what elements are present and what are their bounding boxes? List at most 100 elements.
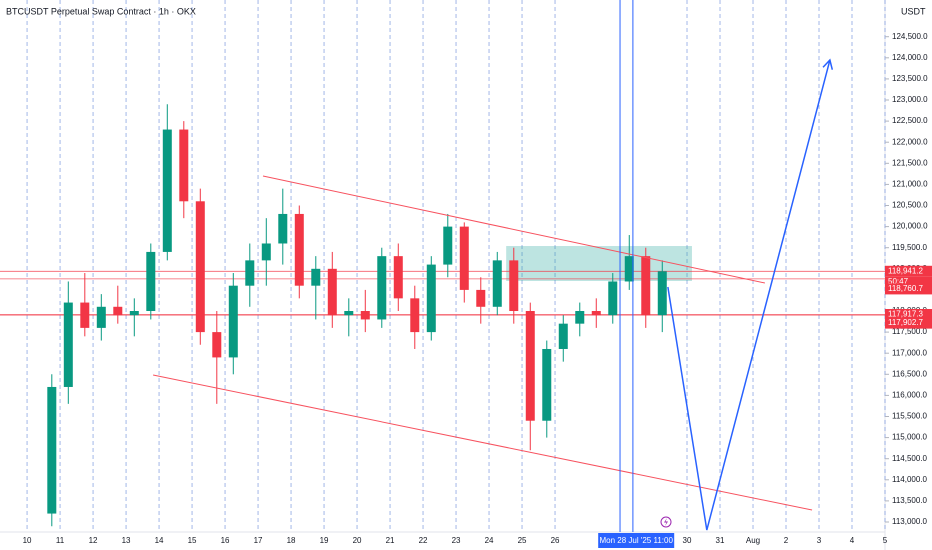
price-marker-box — [885, 283, 932, 295]
currency: USDT — [901, 6, 926, 16]
candle-body — [624, 256, 634, 282]
crosshair-label: Mon 28 Jul '25 11:00 — [599, 536, 673, 545]
candle-body — [261, 243, 271, 261]
candle-body — [179, 129, 189, 202]
y-tick-label: 116,500.0 — [892, 369, 928, 378]
candle-body — [162, 129, 172, 252]
x-tick-label: 24 — [485, 536, 494, 545]
y-tick-label: 124,500.0 — [892, 32, 928, 41]
candle-body — [278, 213, 288, 244]
price-marker-box — [885, 265, 932, 277]
candle-body — [509, 260, 519, 312]
crosshair-box — [598, 533, 675, 548]
channel-lower — [153, 374, 813, 511]
y-tick-label: 114,000.0 — [892, 475, 928, 484]
x-tick-label: 14 — [155, 536, 164, 545]
candle-body — [195, 201, 205, 333]
candle-body — [47, 386, 57, 514]
candle-body — [591, 311, 601, 316]
candle-body — [245, 260, 255, 286]
candle-body — [146, 251, 156, 312]
y-tick-label: 123,500.0 — [892, 74, 928, 83]
y-tick-label: 116,000.0 — [892, 391, 928, 400]
candle-body — [393, 256, 403, 299]
candle-body — [657, 271, 667, 316]
chart-title: BTCUSDT Perpetual Swap Contract · 1h · O… — [6, 6, 196, 16]
price-marker-box — [885, 317, 932, 329]
candle-body — [459, 226, 469, 290]
price-marker-box — [885, 308, 932, 320]
y-tick-label: 117,000.0 — [892, 348, 928, 357]
projection — [667, 59, 831, 531]
x-tick-label: 26 — [551, 536, 560, 545]
candle-body — [96, 306, 106, 328]
x-tick-label: 30 — [683, 536, 692, 545]
x-tick-label: 13 — [122, 536, 131, 545]
candle-body — [476, 289, 486, 307]
event-icon-bolt — [664, 518, 668, 526]
y-tick-label: 119,500.0 — [892, 243, 928, 252]
channel-upper — [262, 175, 765, 284]
candle-body — [327, 268, 337, 316]
x-tick-label: 11 — [56, 536, 65, 545]
y-tick-label: 120,500.0 — [892, 201, 928, 210]
candle-body — [542, 348, 552, 421]
y-tick-label: 122,000.0 — [892, 137, 928, 146]
x-tick-label: 18 — [287, 536, 296, 545]
candle-body — [360, 311, 370, 320]
x-tick-label: 20 — [353, 536, 362, 545]
x-tick-label: 5 — [883, 536, 888, 545]
y-tick-label: 115,000.0 — [892, 433, 928, 442]
x-tick-label: 25 — [518, 536, 527, 545]
price-marker-label: 117,917.3 — [888, 310, 924, 319]
y-tick-label: 117,500.0 — [892, 327, 928, 336]
y-tick-label: 121,000.0 — [892, 180, 928, 189]
candle-body — [294, 213, 304, 286]
candle-body — [113, 306, 123, 316]
candle-body — [492, 260, 502, 307]
candle-body — [641, 256, 651, 316]
candle-body — [525, 311, 535, 421]
price-marker-label: 118,760.7 — [888, 284, 924, 293]
x-tick-label: 15 — [188, 536, 197, 545]
y-tick-label: 123,000.0 — [892, 95, 928, 104]
x-tick-label: 31 — [716, 536, 725, 545]
y-tick-label: 121,500.0 — [892, 158, 928, 167]
x-tick-label: 21 — [386, 536, 395, 545]
x-tick-label: 23 — [452, 536, 461, 545]
candle-body — [575, 311, 585, 324]
x-tick-label: 2 — [784, 536, 789, 545]
candle-body — [377, 256, 387, 320]
candle-body — [426, 264, 436, 333]
y-tick-label: 124,000.0 — [892, 53, 928, 62]
countdown: 50:47 — [888, 277, 909, 286]
candle-body — [80, 302, 90, 328]
candle-body — [212, 332, 222, 358]
candle-body — [558, 323, 568, 349]
y-tick-label: 114,500.0 — [892, 454, 928, 463]
candle-body — [228, 285, 238, 358]
x-tick-label: Aug — [746, 536, 760, 545]
plot — [0, 0, 886, 532]
candle-body — [344, 311, 354, 316]
x-tick-label: 17 — [254, 536, 263, 545]
x-tick-label: 3 — [817, 536, 822, 545]
x-tick-label: 12 — [89, 536, 98, 545]
candle-body — [311, 268, 321, 286]
candle-body — [129, 311, 139, 316]
price-marker-label: 117,902.7 — [888, 318, 924, 327]
x-tick-label: 4 — [850, 536, 855, 545]
x-tick-label: 16 — [221, 536, 230, 545]
candle-body — [410, 298, 420, 333]
y-tick-label: 113,500.0 — [892, 496, 928, 505]
x-tick-label: 19 — [320, 536, 329, 545]
candle-body — [63, 302, 73, 387]
countdown-box — [885, 276, 932, 287]
price-marker-label: 118,941.2 — [888, 266, 924, 275]
x-tick-label: 22 — [419, 536, 428, 545]
x-tick-label: 10 — [23, 536, 32, 545]
y-tick-label: 122,500.0 — [892, 116, 928, 125]
candle-body — [443, 226, 453, 265]
y-tick-label: 113,000.0 — [892, 517, 928, 526]
